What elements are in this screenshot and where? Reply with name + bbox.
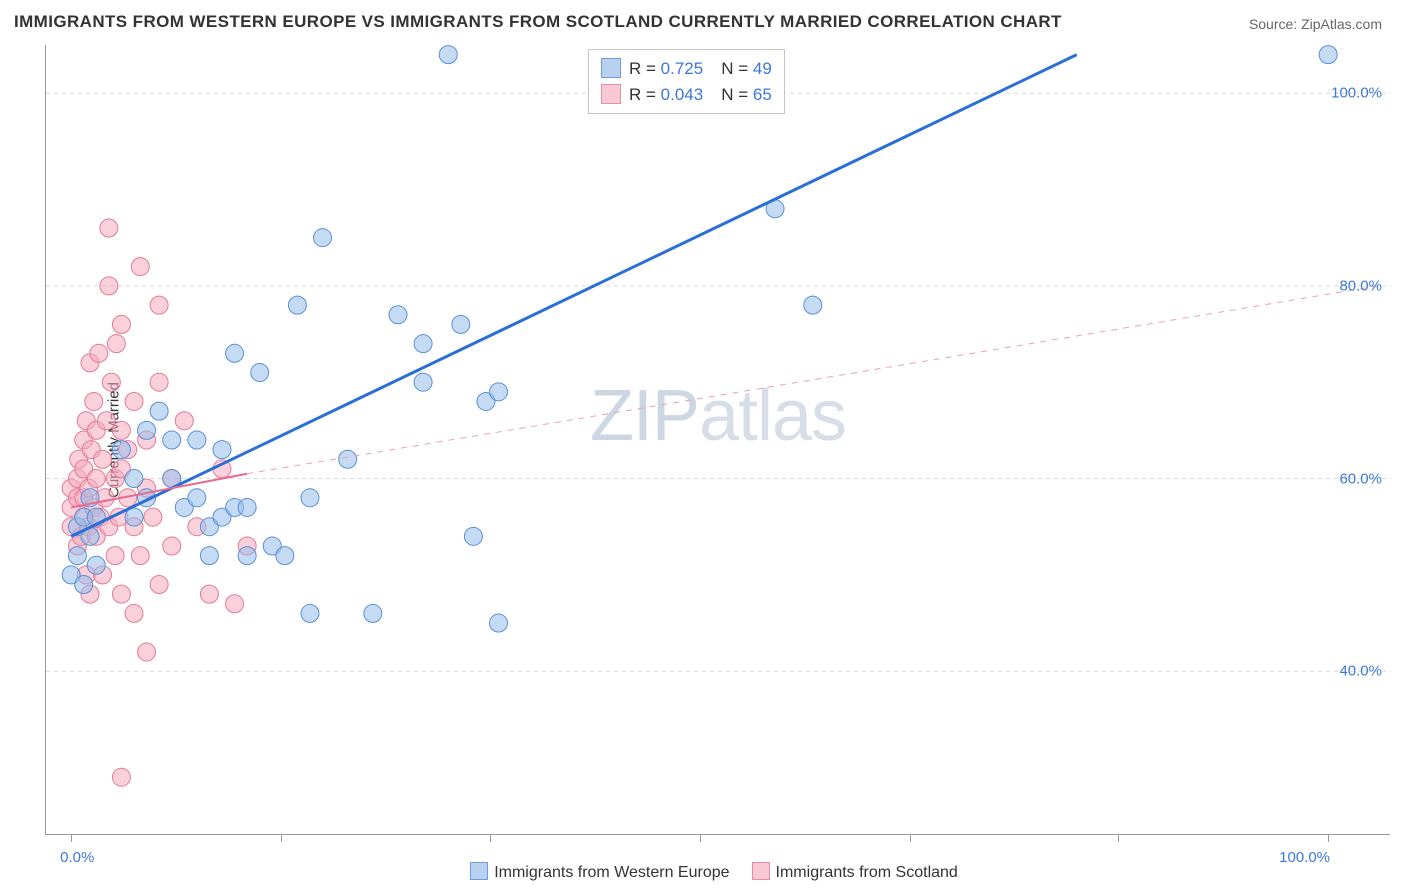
n-value: 65 [753,85,772,104]
y-tick-label: 60.0% [1339,470,1382,487]
r-label: R = [629,59,661,78]
x-tick [71,834,72,842]
y-tick-label: 100.0% [1331,85,1382,102]
legend-correlation-row: R = 0.725 N = 49 [601,56,772,82]
chart-title: IMMIGRANTS FROM WESTERN EUROPE VS IMMIGR… [14,12,1062,32]
n-value: 49 [753,59,772,78]
x-tick [1328,834,1329,842]
source-label: Source: ZipAtlas.com [1249,16,1382,32]
legend-series: Immigrants from Western Europe Immigrants… [0,862,1406,882]
plot-area: Currently Married ZIPatlas R = 0.725N = … [45,45,1390,835]
r-label: R = [629,85,661,104]
legend-series-label: Immigrants from Western Europe [494,864,729,881]
n-label: N = [721,59,753,78]
x-tick [700,834,701,842]
r-value: 0.725 [661,59,704,78]
x-tick [490,834,491,842]
line-layer [46,45,1390,834]
legend-series-label: Immigrants from Scotland [776,864,958,881]
n-label: N = [721,85,753,104]
x-tick [281,834,282,842]
y-tick-label: 40.0% [1339,663,1382,680]
legend-swatch [470,862,488,880]
x-axis-end-label: 100.0% [1279,849,1330,866]
legend-swatch [601,58,621,78]
legend-correlation-row: R = 0.043 N = 65 [601,82,772,108]
x-axis-start-label: 0.0% [60,849,94,866]
y-tick-label: 80.0% [1339,277,1382,294]
x-tick [1118,834,1119,842]
r-value: 0.043 [661,85,704,104]
x-tick [910,834,911,842]
legend-correlation-box: R = 0.725 N = 49 R = 0.043 N = 65 [588,49,785,114]
legend-swatch [601,84,621,104]
legend-swatch [752,862,770,880]
